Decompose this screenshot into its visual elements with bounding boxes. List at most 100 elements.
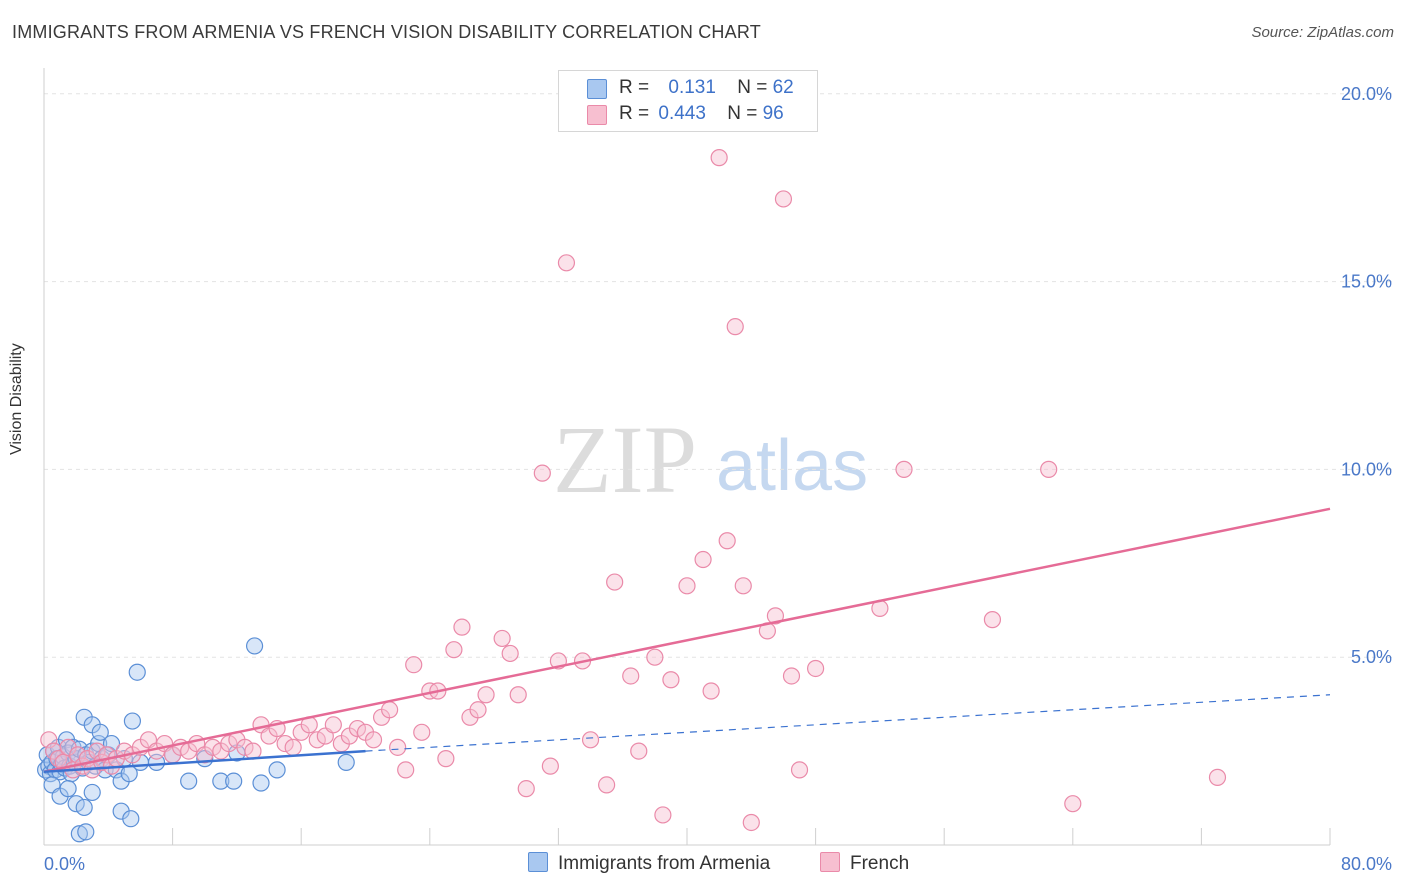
armenia-point <box>128 663 146 681</box>
bottom-legend-swatch-armenia <box>528 852 548 872</box>
armenia-point <box>245 637 264 655</box>
french-point <box>598 776 616 794</box>
french-point <box>983 611 1002 629</box>
french-point <box>284 738 302 756</box>
french-point <box>244 742 262 760</box>
french-point <box>276 734 294 753</box>
bottom-legend-label-armenia: Immigrants from Armenia <box>558 853 771 874</box>
legend-n-label: N = <box>737 77 768 98</box>
x-tick-labels: 0.0% 80.0% <box>44 854 1392 874</box>
french-point <box>453 618 471 636</box>
french-point <box>40 731 58 749</box>
legend-swatch-french <box>587 105 607 125</box>
french-point <box>381 701 399 719</box>
y-tick-label: 10.0% <box>1341 459 1392 479</box>
french-point <box>405 656 423 674</box>
french-point <box>895 460 913 478</box>
legend-n-value: 96 <box>762 103 784 124</box>
armenia-point <box>225 772 243 790</box>
armenia-trend-line <box>43 749 366 774</box>
armenia-point <box>120 765 138 783</box>
y-tick-label: 5.0% <box>1351 647 1392 667</box>
armenia-point <box>337 753 355 771</box>
y-tick-labels: 5.0% 10.0% 15.0% 20.0% <box>1341 84 1392 667</box>
bottom-legend-french: French <box>820 852 909 875</box>
french-point <box>694 550 712 569</box>
armenia-point <box>77 823 95 841</box>
french-point <box>477 686 495 704</box>
french-point <box>389 738 407 756</box>
gridlines <box>44 93 1392 658</box>
french-point <box>654 806 672 824</box>
correlation-legend: R = 0.131 N = 62 R = 0.443 N = 96 <box>558 70 818 132</box>
armenia-point <box>91 723 109 741</box>
armenia-point <box>67 795 85 813</box>
armenia-point <box>122 810 140 828</box>
french-point <box>236 738 254 756</box>
french-point <box>606 573 624 591</box>
bottom-legend-swatch-french <box>820 852 840 872</box>
french-point <box>766 607 785 625</box>
trend-lines <box>43 507 1331 774</box>
french-point <box>782 667 801 685</box>
french-point <box>742 813 760 832</box>
legend-n-value: 62 <box>772 77 794 98</box>
french-point <box>646 648 664 666</box>
armenia-point <box>268 761 286 779</box>
french-point <box>517 780 535 798</box>
armenia-trend-line-extension <box>365 694 1331 752</box>
french-point <box>88 742 106 760</box>
french-point <box>678 577 696 595</box>
french-point <box>308 731 326 749</box>
french-point <box>364 731 383 749</box>
y-tick-label: 20.0% <box>1341 84 1392 104</box>
french-point <box>806 659 825 678</box>
french-point <box>710 149 728 167</box>
armenia-point <box>83 783 101 802</box>
armenia-point <box>70 825 88 843</box>
french-point <box>726 318 744 336</box>
french-point <box>469 701 487 719</box>
armenia-point <box>75 798 93 817</box>
french-point <box>501 644 519 663</box>
legend-n-label: N = <box>727 103 758 124</box>
french-point <box>774 190 793 208</box>
legend-r-value: 0.443 <box>658 103 706 124</box>
french-point <box>662 671 680 689</box>
french-point <box>581 731 600 749</box>
french-point <box>1040 460 1058 478</box>
bottom-legend-label-french: French <box>850 853 910 874</box>
french-trend-line <box>43 507 1331 773</box>
french-point <box>69 746 87 764</box>
legend-swatch-armenia <box>587 79 607 99</box>
french-point <box>220 734 238 753</box>
french-point <box>541 757 559 775</box>
french-point <box>509 686 527 704</box>
french-point <box>790 761 809 779</box>
french-point <box>493 629 511 648</box>
watermark-atlas: atlas <box>716 426 868 506</box>
french-point <box>204 738 222 756</box>
french-point <box>533 464 551 482</box>
watermark-zip: ZIP <box>553 406 697 513</box>
french-point <box>445 641 463 659</box>
french-point <box>630 742 648 760</box>
axes <box>43 68 1331 846</box>
french-point <box>1064 795 1082 813</box>
y-tick-label: 15.0% <box>1341 272 1392 292</box>
legend-r-value: 0.131 <box>668 77 716 98</box>
french-point <box>622 667 640 685</box>
x-tick-label: 80.0% <box>1341 854 1392 874</box>
french-point <box>348 719 367 738</box>
legend-r-label: R = <box>619 77 650 98</box>
bottom-legend-armenia: Immigrants from Armenia <box>528 852 770 875</box>
french-point <box>557 254 576 272</box>
french-point <box>702 682 720 700</box>
source-label: Source: ZipAtlas.com <box>1251 24 1394 41</box>
watermark: ZIP atlas <box>553 406 868 513</box>
french-point <box>397 761 415 779</box>
french-point <box>437 750 455 768</box>
french-point <box>718 532 736 550</box>
french-point <box>1208 768 1227 786</box>
